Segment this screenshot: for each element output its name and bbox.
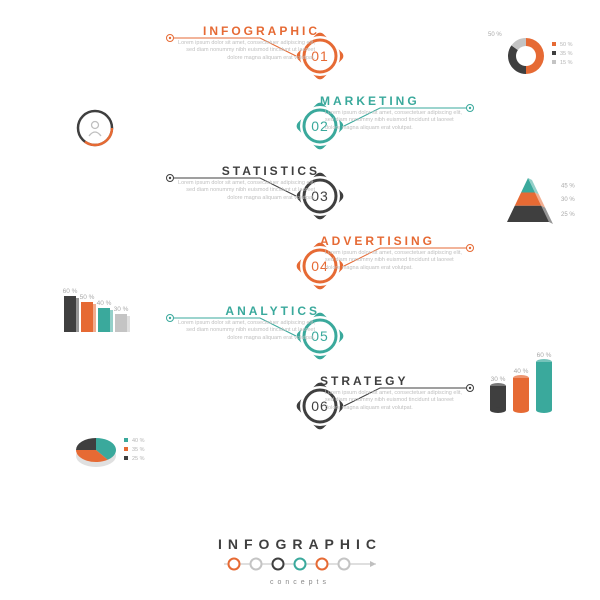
svg-text:60 %: 60 % bbox=[63, 288, 78, 295]
svg-text:50 %: 50 % bbox=[80, 294, 95, 301]
svg-text:40 %: 40 % bbox=[97, 300, 112, 307]
svg-text:30 %: 30 % bbox=[561, 197, 575, 203]
footer-timeline bbox=[220, 556, 380, 572]
svg-text:25 %: 25 % bbox=[561, 212, 575, 218]
svg-text:40 %: 40 % bbox=[514, 368, 529, 375]
svg-text:35 %: 35 % bbox=[132, 447, 145, 453]
svg-text:50 %: 50 % bbox=[560, 42, 573, 48]
infographic-stage: 01INFOGRAPHICLorem ipsum dolor sit amet,… bbox=[0, 0, 600, 600]
footer: INFOGRAPHIC concepts bbox=[0, 536, 600, 586]
svg-text:40 %: 40 % bbox=[132, 438, 145, 444]
svg-text:30 %: 30 % bbox=[114, 306, 129, 313]
footer-title: INFOGRAPHIC bbox=[0, 536, 600, 552]
mini-charts: 50 %35 %15 %50 %45 %30 %25 %60 %50 %40 %… bbox=[0, 0, 600, 600]
svg-text:25 %: 25 % bbox=[132, 456, 145, 462]
svg-text:45 %: 45 % bbox=[561, 183, 575, 189]
footer-sub: concepts bbox=[0, 579, 600, 586]
svg-text:50 %: 50 % bbox=[488, 32, 502, 38]
svg-text:30 %: 30 % bbox=[491, 376, 506, 383]
svg-text:15 %: 15 % bbox=[560, 60, 573, 66]
svg-text:60 %: 60 % bbox=[537, 352, 552, 359]
svg-text:35 %: 35 % bbox=[560, 51, 573, 57]
